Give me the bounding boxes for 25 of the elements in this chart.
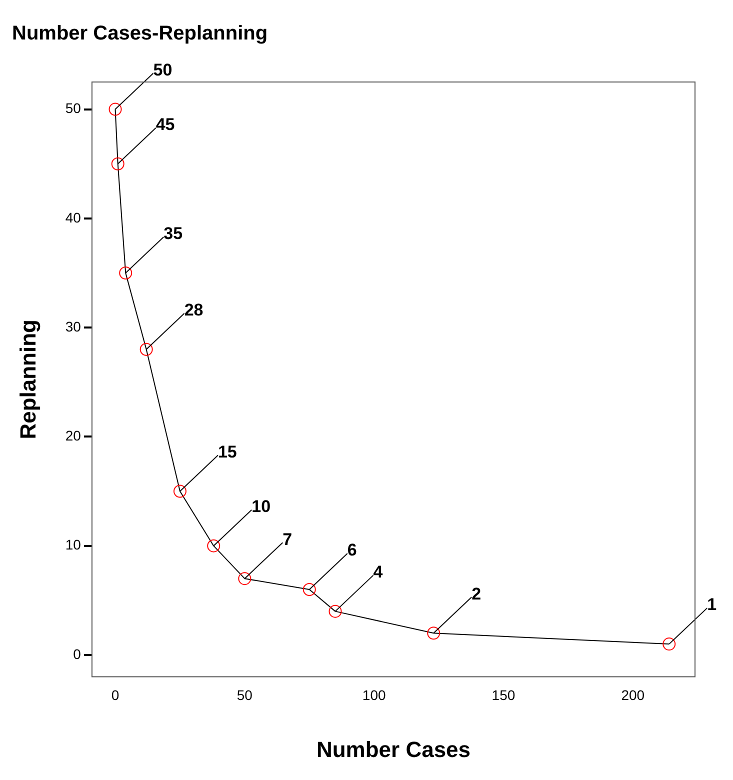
y-axis-title: Replanning	[15, 320, 40, 440]
chart-title: Number Cases-Replanning	[12, 22, 268, 45]
y-tick-label: 40	[65, 209, 82, 226]
x-tick-label: 50	[236, 687, 253, 704]
data-label: 35	[164, 224, 183, 244]
data-label: 2	[472, 584, 482, 604]
data-label: 4	[373, 562, 384, 582]
data-label: 1	[707, 595, 717, 614]
y-tick-label: 50	[65, 100, 82, 116]
data-label: 15	[218, 442, 237, 462]
x-tick-label: 150	[492, 687, 516, 704]
y-tick-label: 10	[65, 536, 82, 553]
x-tick-label: 100	[362, 687, 386, 704]
x-tick-label: 0	[111, 687, 120, 704]
data-label: 50	[153, 60, 172, 80]
data-label: 7	[282, 530, 292, 549]
y-tick-label: 20	[65, 428, 82, 444]
x-axis-title: Number Cases	[316, 736, 471, 762]
data-label: 45	[156, 115, 175, 134]
data-label: 10	[252, 497, 271, 516]
y-tick-label: 0	[73, 646, 82, 662]
data-label: 6	[347, 540, 357, 560]
data-label: 28	[184, 300, 204, 320]
x-tick-label: 200	[621, 687, 645, 704]
y-tick-label: 30	[65, 318, 82, 334]
